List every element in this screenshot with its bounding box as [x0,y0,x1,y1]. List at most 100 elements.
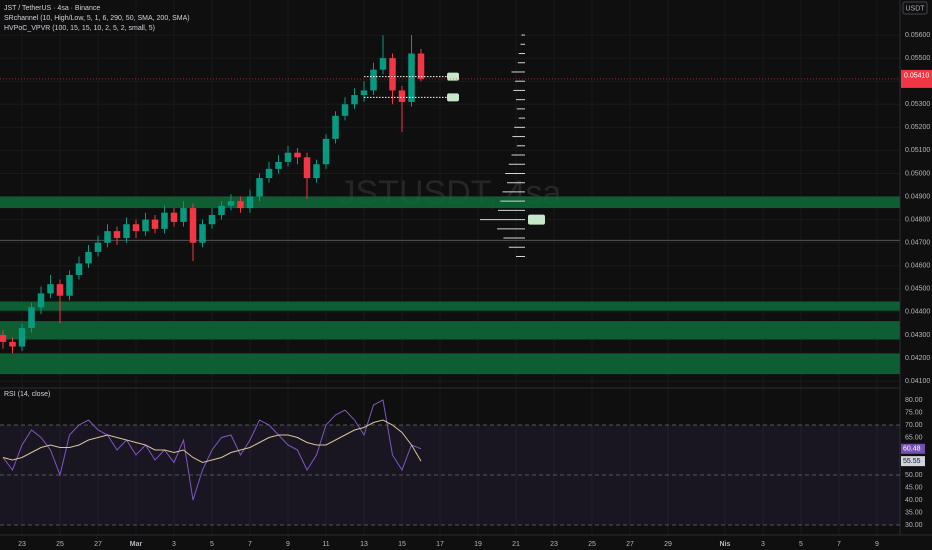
candle-body [313,164,320,179]
x-tick-label: 5 [210,541,214,548]
indicator-legend[interactable]: HVPoC_VPVR (100, 15, 15, 10, 2, 5, 2, sm… [4,25,155,32]
rsi-legend[interactable]: RSI (14, close) [4,391,50,398]
candle-body [94,242,102,252]
y-tick-label: 0.04200 [905,355,930,362]
x-tick-label: 13 [360,541,368,548]
candle-body [18,328,26,347]
last-price-box [901,69,932,88]
candle-body [0,334,7,342]
y-tick-label: 0.04800 [905,216,930,223]
y-tick-label: 0.05200 [905,124,930,131]
sr-zone [0,196,900,209]
x-tick-label: 25 [588,541,596,548]
x-tick-label: 9 [286,541,290,548]
sr-zone [0,301,900,311]
candle-body [104,231,111,243]
rsi-pane [0,399,900,526]
y-tick-label: 0.05100 [905,147,930,154]
y-tick-label: 0.04500 [905,286,930,293]
currency-box[interactable] [902,1,928,15]
rsi-tick-label: 45.00 [905,484,923,491]
x-tick-label: 25 [56,541,64,548]
candle-body [208,214,216,225]
x-tick-label: 3 [761,541,765,548]
x-tick-label: 17 [436,541,444,548]
candle-body [189,208,197,243]
candle-body [294,152,301,158]
indicator-legend[interactable]: SRchannel (10, High/Low, 5, 1, 6, 290, 5… [4,15,190,22]
candle-body [75,263,83,275]
candle-body [370,69,377,91]
rsi-tick-label: 40.00 [905,497,923,504]
candle-body [37,293,45,308]
y-tick-label: 0.04400 [905,309,930,316]
candle-body [227,201,235,206]
x-tick-label: 29 [664,541,672,548]
candle-body [332,115,339,139]
candle-body [113,231,121,239]
candle-body [265,168,273,179]
candle-body [237,201,244,209]
candle-body [351,95,358,105]
candle-body [199,224,206,243]
y-tick-label: 0.05500 [905,55,930,62]
rsi-tick-label: 65.00 [905,434,923,441]
sr-zone [0,353,900,375]
candle-body [379,58,387,70]
rsi-tick-label: 35.00 [905,509,923,516]
price-pane [0,34,900,375]
candle-body [408,53,415,102]
x-tick-label: 27 [94,541,102,548]
sr-tag [447,93,459,102]
candle-body [398,90,406,102]
candle-body [417,53,425,79]
candle-body [341,104,349,116]
x-tick-label: 19 [474,541,482,548]
y-tick-label: 0.04100 [905,378,930,385]
x-tick-label: 11 [322,541,329,548]
y-tick-label: 0.04600 [905,263,930,270]
candle-body [151,219,159,229]
candle-body [142,219,149,232]
x-tick-label: 27 [626,541,634,548]
x-tick-label: Nis [720,541,731,548]
x-tick-label: 15 [398,541,406,548]
candle-body [28,307,35,329]
candle-body [322,138,330,165]
candle-body [360,90,368,96]
y-tick-label: 0.05000 [905,170,930,177]
x-tick-label: 7 [248,541,252,548]
y-tick-label: 0.04300 [905,332,930,339]
candle-body [256,178,263,197]
y-tick-label: 0.04700 [905,240,930,247]
rsi-tick-label: 70.00 [905,422,923,429]
symbol-legend[interactable]: JST / TetherUS · 4sa · Binance [4,5,100,12]
rsi-tick-label: 50.00 [905,472,923,479]
rsi-value-box [901,456,925,467]
rsi-value-label: 60.48 [903,446,921,453]
x-tick-label: 23 [18,541,26,548]
candle-body [9,341,16,347]
sr-zone [0,321,900,340]
candle-body [170,212,178,222]
x-tick-label: 3 [172,541,176,548]
candle-body [66,274,73,296]
candle-body [284,152,292,162]
y-tick-label: 0.05600 [905,32,930,39]
rsi-tick-label: 75.00 [905,409,923,416]
y-tick-label: 0.05300 [905,101,930,108]
x-tick-label: 21 [512,541,520,548]
x-tick-label: 9 [875,541,879,548]
candle-body [47,284,54,294]
candle-body [218,205,225,215]
y-tick-label: 0.04900 [905,193,930,200]
rsi-line [2,419,422,464]
currency[interactable]: USDT [905,5,925,12]
rsi-value-box [901,443,925,454]
candle-body [275,161,282,169]
rsi-tick-label: 80.00 [905,397,923,404]
candle-body [303,157,311,179]
axes: 0.04100 0.04200 0.04300 0.04400 0.04500 0.046… [18,32,932,548]
rsi-value-label: 55.55 [903,458,921,465]
